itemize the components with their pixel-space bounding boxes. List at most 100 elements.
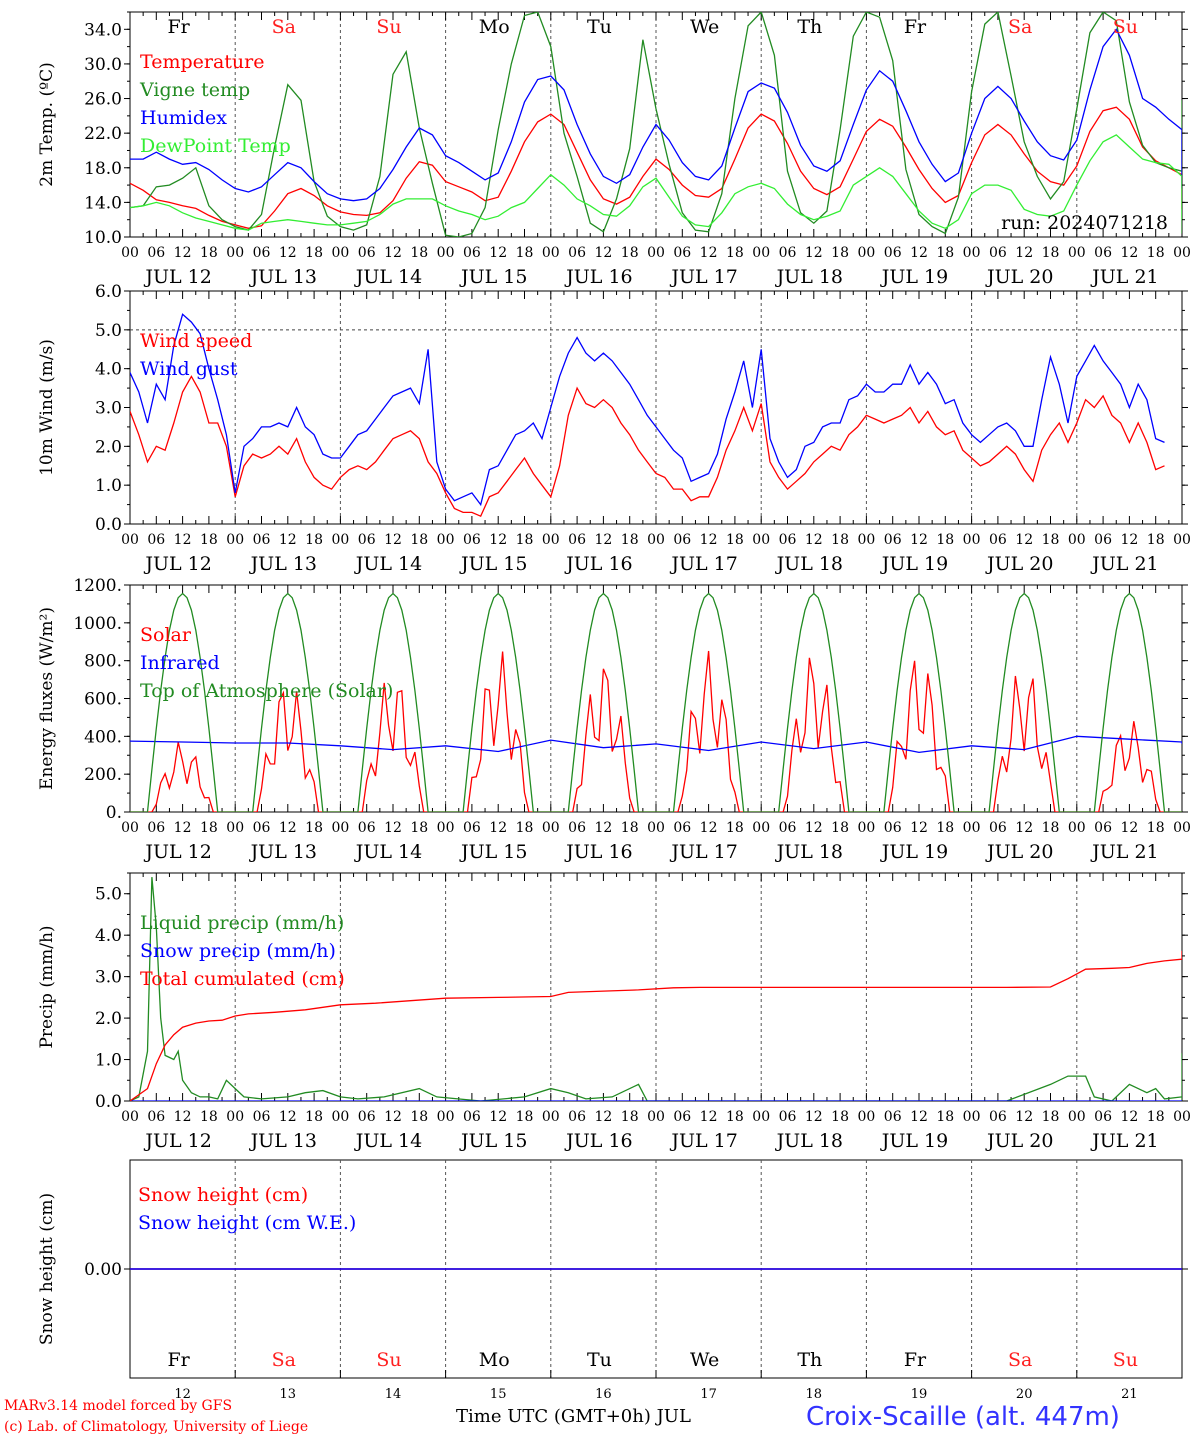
- x-hour-label: 06: [1094, 532, 1112, 548]
- y-tick-label: 6.0: [95, 282, 122, 302]
- x-day-label: JUL 12: [143, 841, 211, 863]
- x-hour-label: 00: [121, 532, 139, 548]
- x-hour-label: 18: [1147, 245, 1165, 261]
- weekday-label: Tu: [587, 16, 612, 38]
- y-tick-label: 0.00: [84, 1260, 122, 1280]
- x-hour-label: 12: [489, 1109, 507, 1125]
- x-hour-label: 06: [673, 532, 691, 548]
- x-hour-label: 12: [174, 1109, 192, 1125]
- series-line-vigne-temp: [130, 12, 1182, 237]
- x-hour-label: 06: [1094, 245, 1112, 261]
- x-hour-label: 00: [331, 532, 349, 548]
- x-hour-label: 12: [910, 532, 928, 548]
- x-hour-label: 18: [831, 245, 849, 261]
- station-label: Croix-Scaille (alt. 447m): [806, 1402, 1120, 1432]
- x-hour-label: 00: [331, 245, 349, 261]
- x-day-label: JUL 17: [669, 266, 737, 288]
- x-hour-label: 12: [1120, 245, 1138, 261]
- x-hour-label: 00: [963, 532, 981, 548]
- weekday-label: Fr: [904, 16, 927, 38]
- x-hour-label: 00: [226, 1109, 244, 1125]
- x-hour-label: 18: [831, 820, 849, 836]
- legend-entry: Snow height (cm): [138, 1184, 308, 1206]
- x-hour-label: 00: [542, 532, 560, 548]
- legend-entry: Total cumulated (cm): [140, 968, 345, 990]
- x-hour-label: 06: [989, 532, 1007, 548]
- weekday-label: We: [690, 16, 719, 38]
- weekday-label: Mo: [479, 1349, 510, 1371]
- x-day-label: JUL 17: [669, 553, 737, 575]
- weekday-label: Tu: [587, 1349, 612, 1371]
- x-day-number: 19: [911, 1387, 928, 1402]
- x-day-label: JUL 12: [143, 266, 211, 288]
- x-hour-label: 00: [1173, 245, 1191, 261]
- x-hour-label: 00: [437, 532, 455, 548]
- y-tick-label: 3.0: [95, 399, 122, 419]
- x-hour-label: 18: [516, 820, 534, 836]
- x-hour-label: 00: [1068, 1109, 1086, 1125]
- x-hour-label: 06: [463, 532, 481, 548]
- y-tick-label: 1000.: [73, 614, 122, 634]
- y-tick-label: 4.0: [95, 926, 122, 946]
- x-day-label: JUL 21: [1090, 841, 1158, 863]
- x-hour-label: 18: [726, 1109, 744, 1125]
- x-day-label: JUL 18: [775, 266, 843, 288]
- series-line-total-cumulated-cm-: [130, 950, 1182, 1101]
- x-hour-label: 00: [857, 820, 875, 836]
- x-hour-label: 00: [121, 1109, 139, 1125]
- x-hour-label: 12: [279, 1109, 297, 1125]
- x-hour-label: 06: [1094, 820, 1112, 836]
- x-hour-label: 06: [463, 245, 481, 261]
- weekday-label: Fr: [167, 16, 190, 38]
- chart-panel-4: 0.0 1.0 2.0 3.0 4.0 5.0 Precip (mm/h) 00 06 12 18 0…: [37, 872, 1191, 1152]
- x-hour-label: 06: [147, 1109, 165, 1125]
- y-tick-label: 3.0: [95, 968, 122, 988]
- y-tick-label: 2.0: [95, 1009, 122, 1029]
- y-tick-label: 0.0: [95, 1092, 122, 1112]
- x-hour-label: 00: [542, 1109, 560, 1125]
- x-hour-label: 18: [1042, 532, 1060, 548]
- copyright-credit: (c) Lab. of Climatology, University of L…: [4, 1419, 309, 1435]
- x-hour-label: 12: [384, 1109, 402, 1125]
- x-hour-label: 06: [779, 820, 797, 836]
- x-hour-label: 00: [1173, 1109, 1191, 1125]
- x-hour-label: 00: [226, 245, 244, 261]
- x-hour-label: 00: [437, 820, 455, 836]
- legend-entry: Liquid precip (mm/h): [140, 912, 344, 934]
- x-hour-label: 12: [279, 532, 297, 548]
- x-hour-label: 00: [857, 245, 875, 261]
- series-line-top-of-atmosphere-solar-: [130, 592, 1182, 812]
- x-hour-label: 00: [121, 820, 139, 836]
- x-hour-label: 12: [1120, 820, 1138, 836]
- x-day-label: JUL 16: [564, 266, 632, 288]
- x-day-label: JUL 17: [669, 1130, 737, 1152]
- x-day-label: JUL 21: [1090, 1130, 1158, 1152]
- x-hour-label: 18: [936, 820, 954, 836]
- x-hour-label: 18: [726, 245, 744, 261]
- x-hour-label: 06: [673, 245, 691, 261]
- x-day-label: JUL 13: [249, 1130, 317, 1152]
- x-day-number: 17: [700, 1387, 717, 1402]
- x-hour-label: 06: [884, 532, 902, 548]
- legend-entry: Top of Atmosphere (Solar): [140, 680, 393, 702]
- x-day-label: JUL 16: [564, 841, 632, 863]
- x-hour-label: 18: [1147, 820, 1165, 836]
- x-day-label: JUL 15: [459, 553, 527, 575]
- y-tick-label: 22.0: [84, 124, 122, 144]
- y-tick-label: 600.: [84, 690, 122, 710]
- x-hour-label: 12: [594, 245, 612, 261]
- x-day-label: JUL 18: [775, 553, 843, 575]
- x-hour-label: 06: [358, 1109, 376, 1125]
- x-day-label: JUL 19: [880, 1130, 948, 1152]
- x-hour-label: 00: [226, 820, 244, 836]
- x-day-label: JUL 12: [143, 1130, 211, 1152]
- x-hour-label: 06: [989, 820, 1007, 836]
- x-hour-label: 18: [726, 820, 744, 836]
- x-day-label: JUL 20: [985, 266, 1053, 288]
- legend-entry: Vigne temp: [139, 79, 250, 101]
- plot-area: [130, 12, 1182, 237]
- x-hour-label: 00: [1068, 532, 1086, 548]
- x-hour-label: 06: [673, 820, 691, 836]
- x-hour-label: 12: [174, 532, 192, 548]
- x-hour-label: 18: [200, 245, 218, 261]
